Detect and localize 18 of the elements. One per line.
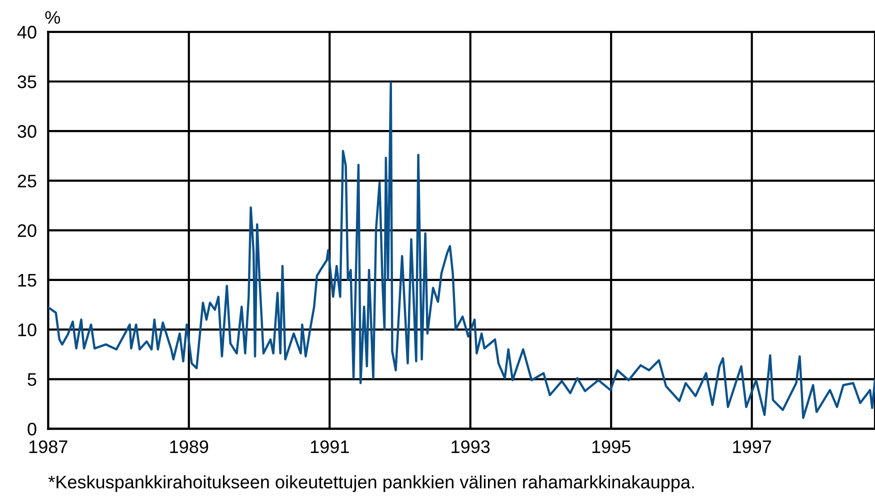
y-tick-label: 30 bbox=[18, 125, 36, 138]
y-tick-label: 0 bbox=[28, 422, 36, 436]
y-tick-label: 25 bbox=[18, 174, 36, 188]
y-tick-label: 40 bbox=[17, 26, 36, 39]
x-tick-label: 1987 bbox=[29, 440, 68, 454]
x-tick-label: 1997 bbox=[733, 440, 772, 454]
y-tick-label: 35 bbox=[18, 75, 36, 88]
text: *Keskuspankkirahoitukseen oikeutettujen pankkien välinen rahamarkkinakauppa. bbox=[48, 475, 694, 492]
x-tick-label: 1993 bbox=[452, 440, 490, 454]
y-tick-label: 20 bbox=[18, 224, 36, 238]
y-axis-title: % bbox=[45, 11, 60, 24]
y-tick-label: 10 bbox=[18, 323, 36, 336]
y-tick-label: 5 bbox=[28, 373, 36, 386]
line-series bbox=[48, 81, 875, 419]
x-tick-label: 1991 bbox=[310, 440, 349, 454]
x-tick-label: 1989 bbox=[170, 440, 208, 454]
y-tick-label: 15 bbox=[18, 274, 36, 287]
x-tick-label: 1995 bbox=[592, 440, 630, 454]
